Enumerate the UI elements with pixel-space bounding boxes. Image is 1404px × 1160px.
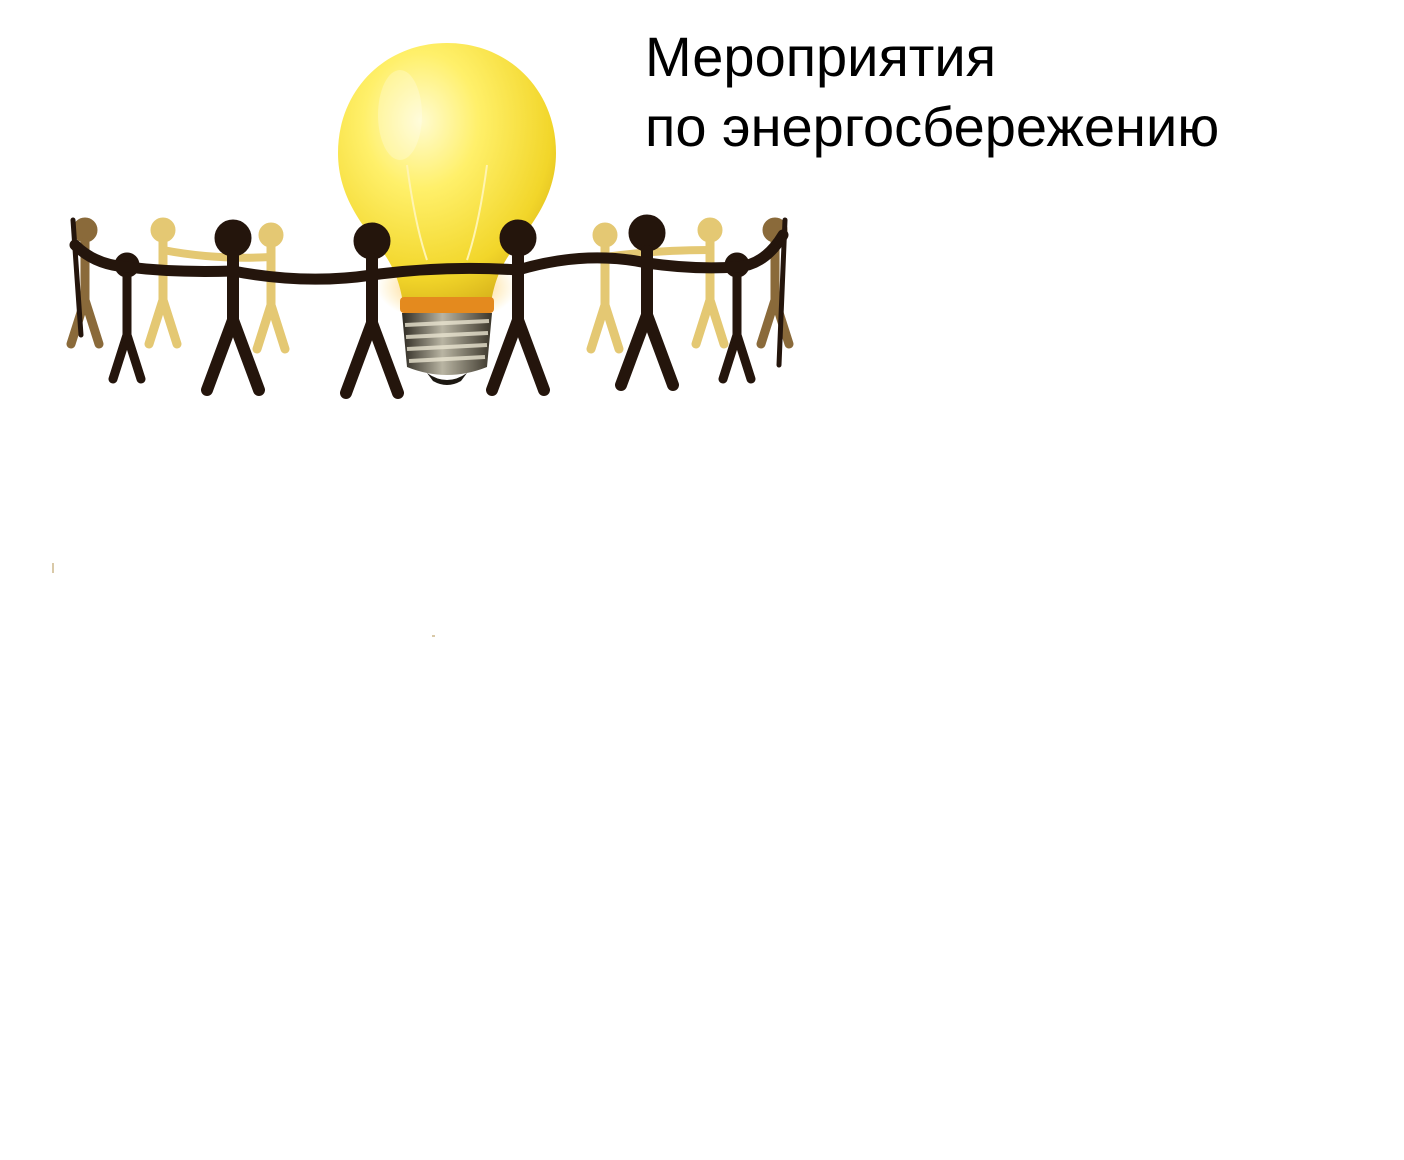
page-title: Мероприятия по энергосбережению (645, 22, 1219, 162)
figures-front-row (69, 215, 789, 393)
lightbulb-with-people-icon (55, 43, 795, 415)
speck (432, 635, 435, 637)
title-line-1: Мероприятия (645, 25, 997, 88)
title-line-2: по энергосбережению (645, 95, 1220, 158)
speck (52, 563, 54, 573)
